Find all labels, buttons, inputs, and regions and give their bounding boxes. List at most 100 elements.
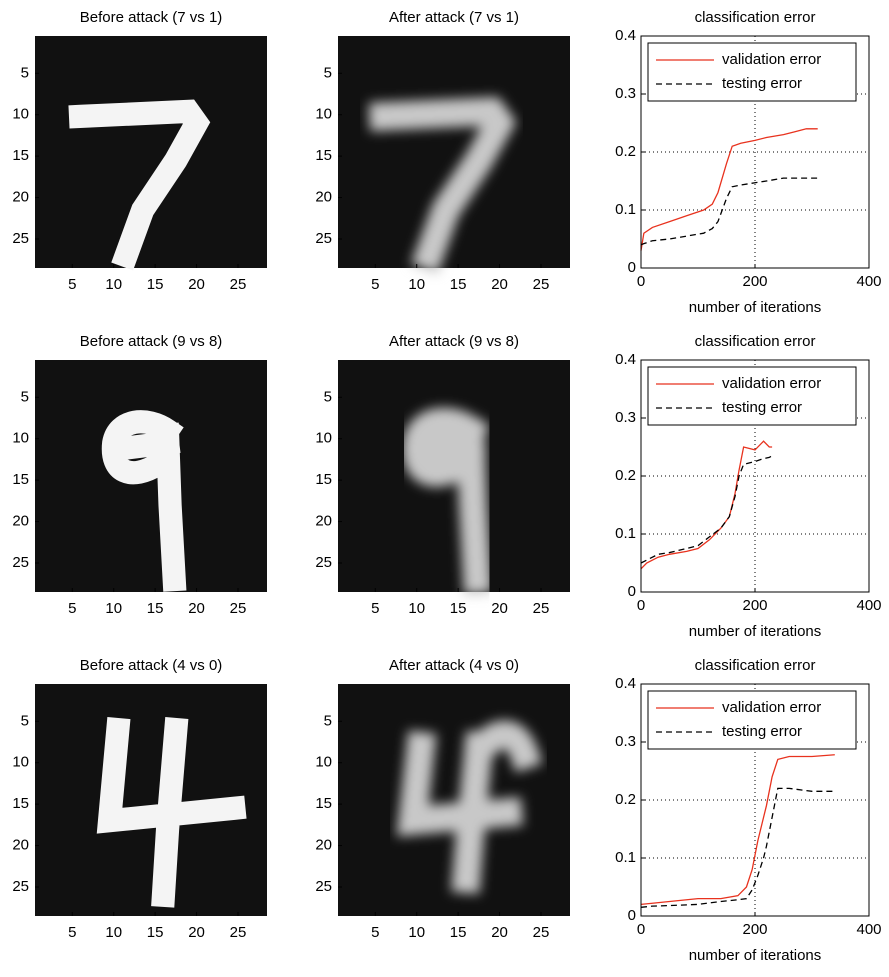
x-axis-label: number of iterations <box>689 623 822 640</box>
y-tick-label: 5 <box>324 712 332 729</box>
x-tick-label: 5 <box>68 276 76 293</box>
x-tick-label: 10 <box>105 600 122 617</box>
y-tick-label: 0.3 <box>615 85 636 102</box>
y-tick-label: 0 <box>628 583 636 600</box>
x-tick-label: 400 <box>856 921 881 938</box>
y-tick-label: 0.3 <box>615 733 636 750</box>
x-tick-label: 5 <box>68 924 76 941</box>
x-axis-label: number of iterations <box>689 299 822 316</box>
image-background <box>338 36 570 268</box>
y-tick-label: 0.1 <box>615 849 636 866</box>
x-tick-label: 400 <box>856 273 881 290</box>
y-tick-label: 10 <box>12 754 29 771</box>
y-tick-label: 25 <box>315 554 332 571</box>
y-tick-label: 0 <box>628 907 636 924</box>
y-tick-label: 0.1 <box>615 201 636 218</box>
y-tick-label: 25 <box>315 230 332 247</box>
y-tick-label: 25 <box>12 878 29 895</box>
x-tick-label: 5 <box>68 600 76 617</box>
x-tick-label: 5 <box>371 600 379 617</box>
y-tick-label: 15 <box>12 795 29 812</box>
panel-title: After attack (7 vs 1) <box>389 9 519 26</box>
y-tick-label: 20 <box>12 189 29 206</box>
y-tick-label: 15 <box>12 147 29 164</box>
x-tick-label: 20 <box>188 924 205 941</box>
x-tick-label: 5 <box>371 924 379 941</box>
x-tick-label: 200 <box>742 597 767 614</box>
y-tick-label: 0.2 <box>615 467 636 484</box>
x-tick-label: 5 <box>371 276 379 293</box>
y-tick-label: 0.4 <box>615 675 636 692</box>
x-tick-label: 10 <box>408 924 425 941</box>
x-tick-label: 15 <box>147 600 164 617</box>
y-tick-label: 20 <box>12 513 29 530</box>
x-tick-label: 15 <box>450 276 467 293</box>
panel-title: After attack (9 vs 8) <box>389 333 519 350</box>
y-tick-label: 5 <box>21 712 29 729</box>
x-tick-label: 0 <box>637 921 645 938</box>
y-tick-label: 0.2 <box>615 791 636 808</box>
legend-label: validation error <box>722 699 821 716</box>
y-tick-label: 15 <box>315 147 332 164</box>
x-tick-label: 10 <box>105 276 122 293</box>
y-tick-label: 0.4 <box>615 351 636 368</box>
x-tick-label: 20 <box>491 924 508 941</box>
y-tick-label: 20 <box>315 837 332 854</box>
x-tick-label: 0 <box>637 597 645 614</box>
x-tick-label: 10 <box>105 924 122 941</box>
y-tick-label: 10 <box>315 106 332 123</box>
x-tick-label: 20 <box>188 276 205 293</box>
panel-title: Before attack (4 vs 0) <box>80 657 223 674</box>
x-tick-label: 0 <box>637 273 645 290</box>
y-tick-label: 0.3 <box>615 409 636 426</box>
x-tick-label: 20 <box>491 600 508 617</box>
x-tick-label: 15 <box>450 924 467 941</box>
x-tick-label: 10 <box>408 276 425 293</box>
legend-label: testing error <box>722 75 802 92</box>
x-tick-label: 400 <box>856 597 881 614</box>
image-background <box>35 36 267 268</box>
y-tick-label: 5 <box>324 64 332 81</box>
y-tick-label: 20 <box>315 513 332 530</box>
x-tick-label: 20 <box>491 276 508 293</box>
y-tick-label: 10 <box>12 106 29 123</box>
x-tick-label: 10 <box>408 600 425 617</box>
y-tick-label: 5 <box>324 388 332 405</box>
y-tick-label: 15 <box>315 471 332 488</box>
x-tick-label: 25 <box>533 276 550 293</box>
panel-title: Before attack (9 vs 8) <box>80 333 223 350</box>
x-tick-label: 200 <box>742 921 767 938</box>
panel-title: After attack (4 vs 0) <box>389 657 519 674</box>
y-tick-label: 0.2 <box>615 143 636 160</box>
y-tick-label: 0.1 <box>615 525 636 542</box>
panel-title: classification error <box>695 9 816 26</box>
y-tick-label: 10 <box>315 430 332 447</box>
y-tick-label: 25 <box>12 554 29 571</box>
x-tick-label: 25 <box>533 600 550 617</box>
y-tick-label: 10 <box>12 430 29 447</box>
x-tick-label: 25 <box>230 924 247 941</box>
y-tick-label: 15 <box>315 795 332 812</box>
y-tick-label: 25 <box>315 878 332 895</box>
x-tick-label: 15 <box>450 600 467 617</box>
legend-label: testing error <box>722 723 802 740</box>
panel-title: classification error <box>695 657 816 674</box>
legend-label: validation error <box>722 51 821 68</box>
x-axis-label: number of iterations <box>689 947 822 964</box>
panel-title: classification error <box>695 333 816 350</box>
y-tick-label: 10 <box>315 754 332 771</box>
x-tick-label: 15 <box>147 276 164 293</box>
y-tick-label: 20 <box>315 189 332 206</box>
x-tick-label: 25 <box>533 924 550 941</box>
legend-label: testing error <box>722 399 802 416</box>
y-tick-label: 5 <box>21 64 29 81</box>
y-tick-label: 0 <box>628 259 636 276</box>
panel-title: Before attack (7 vs 1) <box>80 9 223 26</box>
y-tick-label: 25 <box>12 230 29 247</box>
y-tick-label: 15 <box>12 471 29 488</box>
y-tick-label: 0.4 <box>615 27 636 44</box>
x-tick-label: 25 <box>230 276 247 293</box>
x-tick-label: 20 <box>188 600 205 617</box>
figure: Before attack (7 vs 1) 5 10 15 20 25 5 10 15 20 25… <box>0 0 889 977</box>
y-tick-label: 20 <box>12 837 29 854</box>
